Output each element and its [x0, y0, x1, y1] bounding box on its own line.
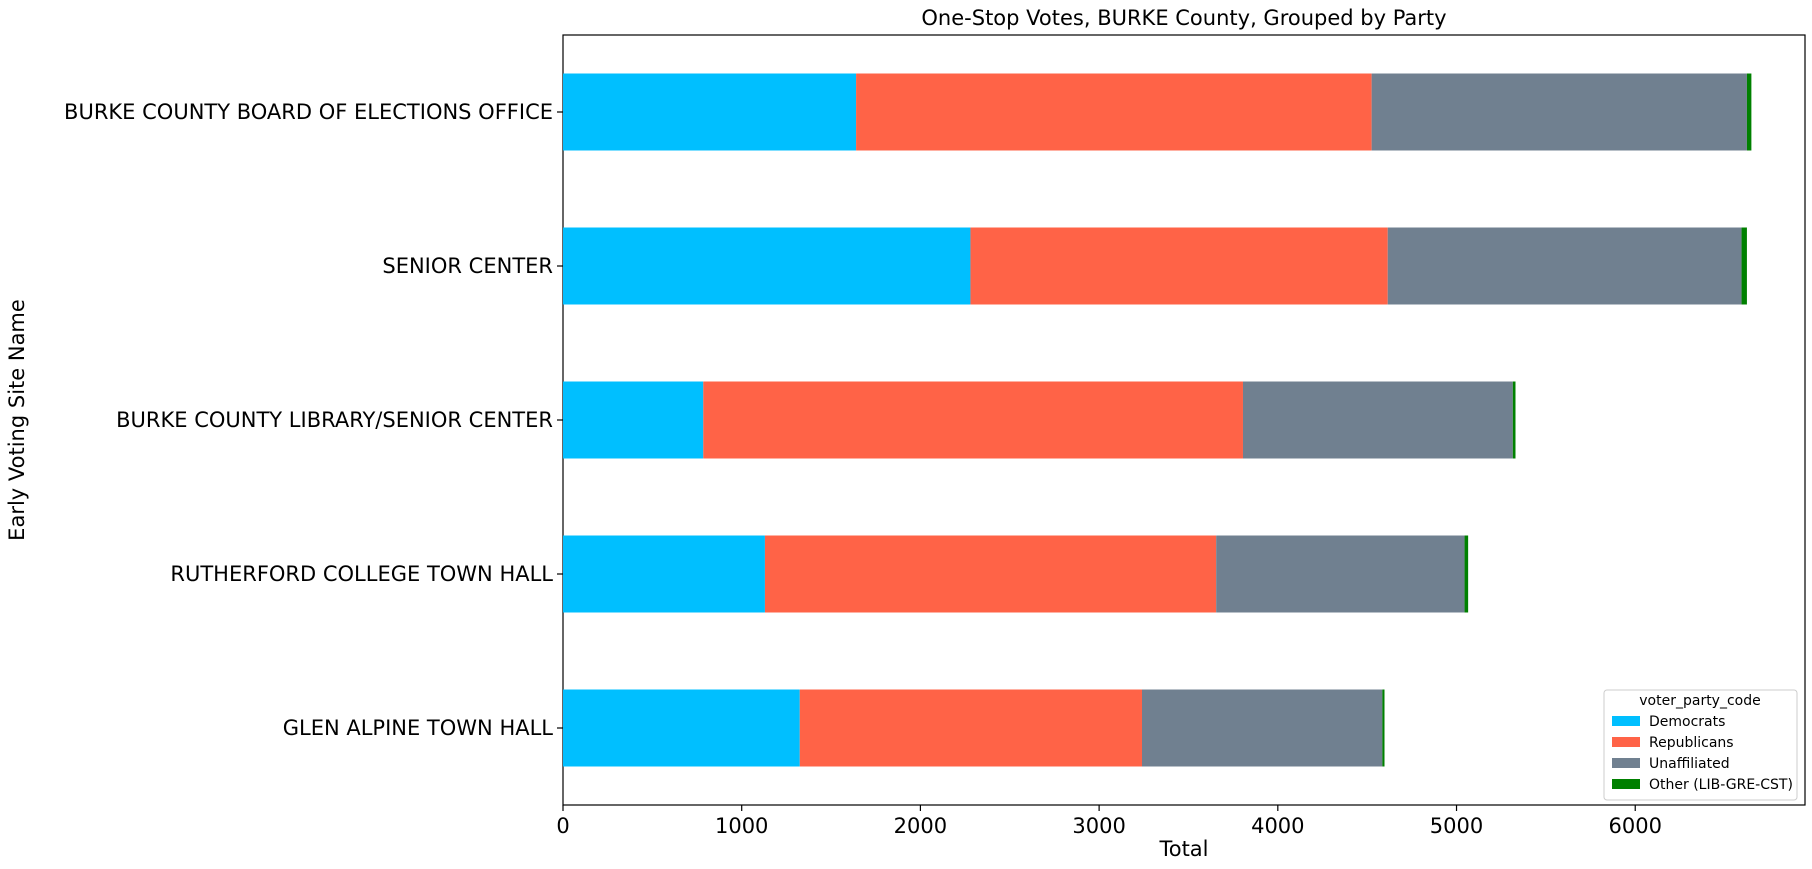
y-tick-label: SENIOR CENTER — [382, 254, 553, 278]
bar-segment-democrats-0 — [563, 73, 857, 151]
bar-segment-other-lib-gre-cst--3 — [1464, 535, 1469, 613]
legend-title: voter_party_code — [1639, 693, 1760, 709]
bar-segment-republicans-4 — [799, 689, 1143, 767]
bar-segment-other-lib-gre-cst--4 — [1382, 689, 1385, 767]
x-tick-label: 6000 — [1609, 814, 1662, 838]
legend: voter_party_code Democrats Republicans Una… — [1603, 689, 1798, 801]
legend-items: Democrats Republicans Unaffiliated Other (L… — [1612, 714, 1793, 793]
x-tick-label: 5000 — [1430, 814, 1483, 838]
y-tick-label: BURKE COUNTY LIBRARY/SENIOR CENTER — [116, 408, 553, 432]
bar-segment-unaffiliated-0 — [1371, 73, 1747, 151]
y-axis-title: Early Voting Site Name — [5, 299, 29, 541]
y-tick-label: GLEN ALPINE TOWN HALL — [283, 716, 554, 740]
y-tick-label: BURKE COUNTY BOARD OF ELECTIONS OFFICE — [64, 100, 553, 124]
bar-segment-other-lib-gre-cst--1 — [1741, 227, 1747, 305]
bar-segment-democrats-3 — [563, 535, 765, 613]
legend-swatch-other-lib-gre-cst- — [1612, 779, 1640, 789]
bar-segment-unaffiliated-2 — [1242, 381, 1513, 459]
bar-segment-unaffiliated-4 — [1142, 689, 1383, 767]
bar-segment-unaffiliated-1 — [1387, 227, 1742, 305]
bar-segment-unaffiliated-3 — [1216, 535, 1465, 613]
bar-segment-other-lib-gre-cst--0 — [1746, 73, 1752, 151]
x-tick-label: 3000 — [1072, 814, 1125, 838]
x-tick-label: 1000 — [715, 814, 768, 838]
chart-title: One-Stop Votes, BURKE County, Grouped by… — [921, 6, 1446, 30]
bar-segment-other-lib-gre-cst--2 — [1512, 381, 1516, 459]
legend-label: Unaffiliated — [1649, 756, 1730, 772]
legend-swatch-republicans — [1612, 737, 1640, 747]
x-axis: 0 1000 2000 3000 4000 5000 6000 — [556, 805, 1662, 838]
x-axis-title: Total — [1158, 837, 1208, 861]
legend-swatch-democrats — [1612, 716, 1640, 726]
bar-segment-democrats-2 — [563, 381, 704, 459]
bar-segment-democrats-4 — [563, 689, 800, 767]
y-tick-label: RUTHERFORD COLLEGE TOWN HALL — [170, 562, 553, 586]
legend-box — [1603, 689, 1798, 801]
bar-segment-republicans-2 — [703, 381, 1243, 459]
legend-label: Other (LIB-GRE-CST) — [1649, 777, 1793, 793]
bar-segment-republicans-1 — [970, 227, 1388, 305]
legend-swatch-unaffiliated — [1612, 758, 1640, 768]
x-tick-label: 4000 — [1251, 814, 1304, 838]
x-tick-label: 0 — [556, 814, 569, 838]
bar-segment-democrats-1 — [563, 227, 971, 305]
bars-group — [563, 73, 1752, 767]
legend-label: Democrats — [1649, 714, 1725, 730]
legend-label: Republicans — [1649, 735, 1734, 751]
x-tick-label: 2000 — [894, 814, 947, 838]
y-axis: BURKE COUNTY BOARD OF ELECTIONS OFFICE SE… — [64, 100, 563, 740]
bar-segment-republicans-0 — [856, 73, 1372, 151]
bar-segment-republicans-3 — [764, 535, 1217, 613]
